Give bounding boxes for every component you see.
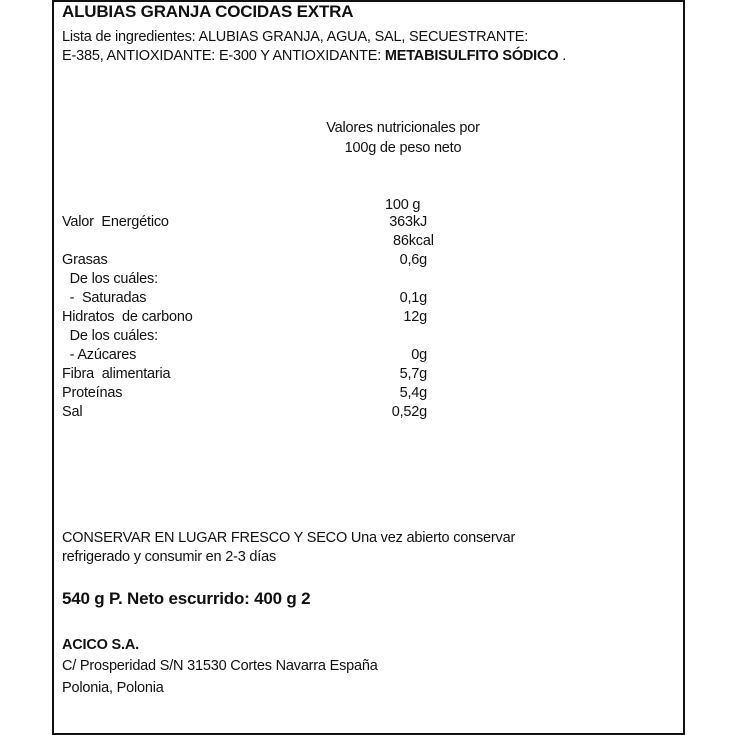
origin: Polonia, Polonia [62, 680, 164, 696]
nutrient-label: Proteínas [62, 385, 123, 401]
nutrient-label: Sal [62, 404, 83, 420]
nutrition-header-line-1: Valores nutricionales por [326, 120, 480, 136]
nutrient-value: 5,4g [399, 385, 428, 401]
ingredients-end: . [558, 48, 567, 64]
nutrient-value: 0g [411, 347, 427, 363]
company-address: C/ Prosperidad S/N 31530 Cortes Navarra … [62, 658, 378, 674]
ingredients-line-2: E-385, ANTIOXIDANTE: E-300 Y ANTIOXIDANT… [62, 47, 566, 65]
nutrient-value: 5,7g [399, 366, 428, 382]
nutrient-value: 363kJ [389, 214, 427, 230]
ingredients-text: E-385, ANTIOXIDANTE: E-300 Y ANTIOXIDANT… [62, 48, 385, 64]
nutrient-value: 12g [403, 309, 427, 325]
ingredients-line-1: Lista de ingredientes: ALUBIAS GRANJA, A… [62, 29, 529, 45]
nutrient-label: Valor Energético [62, 214, 169, 230]
nutrient-label: Fibra alimentaria [62, 366, 171, 382]
nutrient-value: 0,1g [399, 290, 428, 306]
net-weight: 540 g P. Neto escurrido: 400 g 2 [62, 589, 311, 608]
nutrient-value: 0,6g [399, 252, 428, 268]
company-name: ACICO S.A. [62, 637, 139, 653]
nutrient-label: Grasas [62, 252, 108, 268]
nutrition-header-line-2: 100g de peso neto [344, 140, 462, 156]
nutrient-label: - Azúcares [62, 347, 137, 363]
nutrition-column-header: 100 g [385, 197, 421, 213]
nutrient-label: De los cuáles: [62, 271, 158, 287]
nutrient-label: De los cuáles: [62, 328, 158, 344]
label-frame [52, 0, 685, 735]
nutrient-value: 86kcal [393, 233, 434, 249]
nutrient-label: - Saturadas [62, 290, 147, 306]
product-title: ALUBIAS GRANJA COCIDAS EXTRA [62, 2, 354, 21]
storage-line-1: CONSERVAR EN LUGAR FRESCO Y SECO Una vez… [62, 530, 516, 546]
allergen-highlight: METABISULFITO SÓDICO [384, 48, 559, 64]
nutrient-value: 0,52g [391, 404, 427, 420]
storage-line-2: refrigerado y consumir en 2-3 días [62, 549, 277, 565]
nutrient-label: Hidratos de carbono [62, 309, 193, 325]
